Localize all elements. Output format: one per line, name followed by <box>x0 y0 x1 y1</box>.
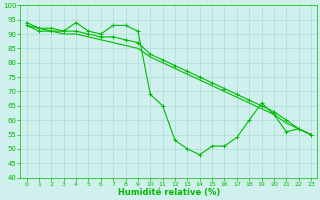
X-axis label: Humidité relative (%): Humidité relative (%) <box>118 188 220 197</box>
